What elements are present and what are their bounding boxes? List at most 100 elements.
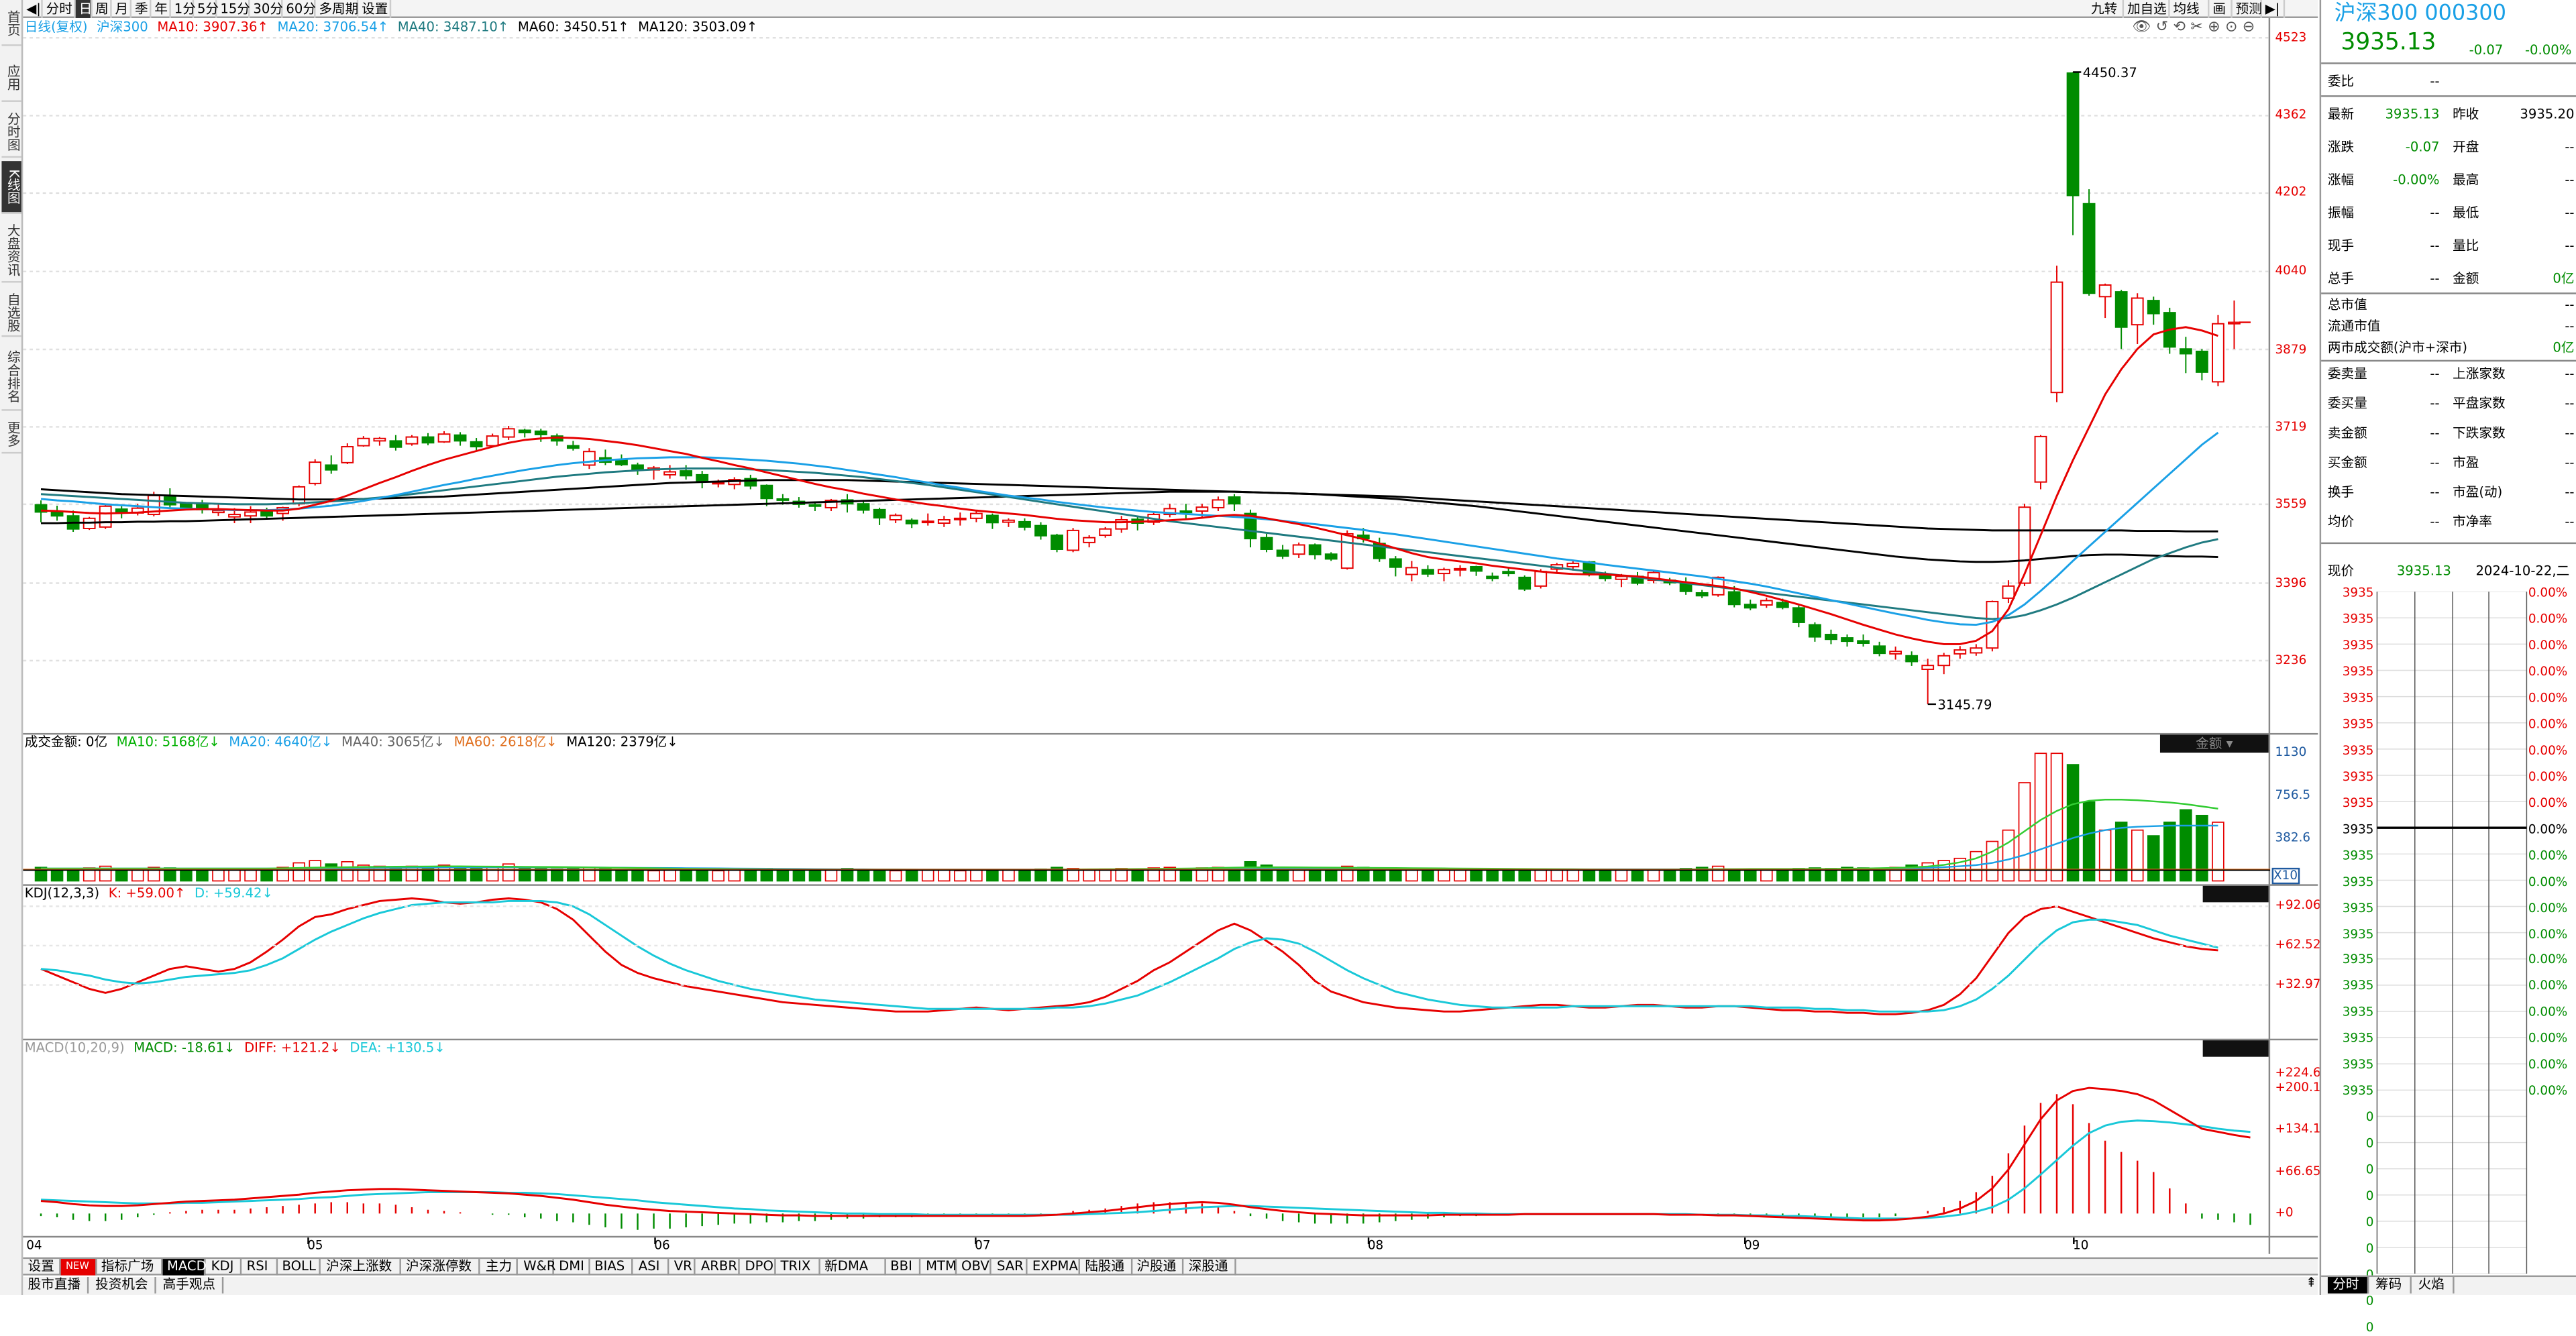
period-tab-11[interactable]: 多周期 (315, 0, 359, 18)
scroll-up-icon[interactable]: ⇞ (2306, 1275, 2317, 1290)
candle (212, 510, 225, 514)
amount-dropdown[interactable]: 金额 ▾ (2159, 734, 2269, 753)
indicator-tab-25[interactable]: 沪股通 (1132, 1259, 1184, 1276)
candle (470, 441, 483, 447)
nav-item-2[interactable]: 分时图 (1, 105, 21, 158)
tool-button-2[interactable]: 均线 (2170, 0, 2210, 18)
quote-tab-2[interactable]: 火焰 (2413, 1277, 2455, 1294)
indicator-tab-0[interactable]: 设置 (23, 1259, 61, 1276)
volume-bar (663, 869, 676, 882)
period-tab-5[interactable]: 年 (151, 0, 171, 18)
indicator-tab-10[interactable]: W&R (519, 1259, 556, 1276)
period-tab-9[interactable]: 30分 (250, 0, 283, 18)
grid-price: 3935 (2342, 637, 2374, 653)
nav-item-1[interactable]: 应用 (1, 52, 21, 102)
quote-value: -- (2565, 140, 2575, 155)
candle (1212, 499, 1225, 508)
volume-bar (873, 869, 886, 882)
back-arrow-icon[interactable]: ◀| (23, 0, 43, 18)
grid-price: 3935 (2342, 689, 2374, 705)
bottom-tab-2[interactable]: 高手观点 (158, 1277, 224, 1294)
candle (1518, 576, 1532, 590)
candle (1099, 528, 1112, 537)
divider (23, 732, 2318, 735)
volume-bar (66, 869, 80, 882)
forward-arrow-icon[interactable]: ▶| (2262, 0, 2285, 18)
kdj-tick: +92.06 (2275, 898, 2321, 913)
divider (23, 884, 2318, 886)
volume-bar (1454, 869, 1466, 882)
period-tab-1[interactable]: 日 (75, 0, 93, 18)
candle (1905, 655, 1919, 663)
indicator-tab-9[interactable]: 主力 (481, 1259, 519, 1276)
tool-button-1[interactable]: 加自选 (2124, 0, 2170, 18)
indicator-tab-14[interactable]: VR (669, 1259, 696, 1276)
candle (1841, 637, 1854, 643)
quote-label: 卖金额 (2327, 425, 2367, 441)
indicator-tab-3[interactable]: MACD (162, 1259, 207, 1276)
grid-price: 3935 (2342, 795, 2374, 810)
volume-bar (1566, 869, 1580, 882)
indicator-tab-26[interactable]: 深股通 (1183, 1259, 1236, 1276)
nav-item-6[interactable]: 综合排名 (1, 342, 21, 411)
nav-item-4[interactable]: 大盘资讯 (1, 217, 21, 283)
indicator-tab-7[interactable]: 沪深上涨数 (321, 1259, 401, 1276)
indicator-tab-6[interactable]: BOLL (277, 1259, 321, 1276)
indicator-tab-21[interactable]: OBV (957, 1259, 992, 1276)
indicator-tab-19[interactable]: BBI (885, 1259, 921, 1276)
period-tab-2[interactable]: 周 (92, 0, 112, 18)
indicator-tab-24[interactable]: 陆股通 (1080, 1259, 1132, 1276)
candle (2018, 506, 2031, 584)
indicator-tab-4[interactable]: KDJ (206, 1259, 242, 1276)
indicator-tab-23[interactable]: EXPMA (1028, 1259, 1080, 1276)
vol-ma40: MA40: 3065亿↓ (341, 734, 445, 750)
period-tab-10[interactable]: 60分 (282, 0, 316, 18)
volume-bar (196, 869, 209, 882)
bottom-tab-1[interactable]: 投资机会 (91, 1277, 156, 1294)
quote-label: 市盈 (2453, 455, 2479, 470)
indicator-tab-1[interactable]: NEW (60, 1259, 97, 1276)
period-tab-6[interactable]: 1分 (171, 0, 196, 18)
indicator-tab-15[interactable]: ARBR (696, 1259, 741, 1276)
candle (1244, 512, 1257, 540)
period-tab-3[interactable]: 月 (112, 0, 132, 18)
nav-item-0[interactable]: 首页 (1, 0, 21, 46)
indicator-menu-button[interactable] (2202, 885, 2269, 903)
nav-item-7[interactable]: 更多 (1, 414, 21, 454)
date-label: 07 (975, 1237, 991, 1253)
indicator-tab-18[interactable]: 新DMA (820, 1259, 885, 1276)
grid-price: 0 (2365, 1293, 2374, 1309)
indicator-tab-22[interactable]: SAR (992, 1259, 1028, 1276)
indicator-tab-16[interactable]: DPO (740, 1259, 776, 1276)
indicator-tab-2[interactable]: 指标广场 (97, 1259, 162, 1276)
chart-tool-icons[interactable]: 👁↺⟲✂⊕⊙⊖ (2132, 19, 2260, 36)
tool-button-3[interactable]: 画 (2209, 0, 2233, 18)
indicator-tab-12[interactable]: BIAS (590, 1259, 634, 1276)
period-tab-12[interactable]: 设置 (358, 0, 392, 18)
indicator-tab-17[interactable]: TRIX (775, 1259, 820, 1276)
period-tab-8[interactable]: 15分 (217, 0, 250, 18)
candle (889, 514, 902, 520)
tool-button-0[interactable]: 九转 (2088, 0, 2125, 18)
period-tab-7[interactable]: 5分 (194, 0, 219, 18)
nav-item-3[interactable]: K线图 (1, 161, 21, 214)
bottom-tab-0[interactable]: 股市直播 (23, 1277, 89, 1294)
candle (486, 435, 499, 447)
tool-button-4[interactable]: 预测 (2233, 0, 2262, 18)
grid-pct: 0.00% (2528, 1083, 2568, 1099)
period-tab-4[interactable]: 季 (131, 0, 152, 18)
indicator-tab-8[interactable]: 沪深涨停数 (401, 1259, 481, 1276)
period-tab-0[interactable]: 分时 (43, 0, 76, 18)
nav-item-5[interactable]: 自选股 (1, 288, 21, 337)
candle (582, 451, 596, 466)
indicator-tab-5[interactable]: RSI (241, 1259, 278, 1276)
indicator-menu-button[interactable] (2202, 1040, 2269, 1057)
indicator-tab-20[interactable]: MTM (921, 1259, 957, 1276)
volume-bar (212, 869, 225, 882)
indicator-tab-11[interactable]: DMI (554, 1259, 590, 1276)
quote-tab-1[interactable]: 筹码 (2371, 1277, 2412, 1294)
quote-tab-0[interactable]: 分时 (2327, 1277, 2369, 1294)
indicator-tab-13[interactable]: ASI (633, 1259, 669, 1276)
candle (1454, 567, 1466, 571)
legend-title: 日线(复权) (24, 19, 88, 35)
